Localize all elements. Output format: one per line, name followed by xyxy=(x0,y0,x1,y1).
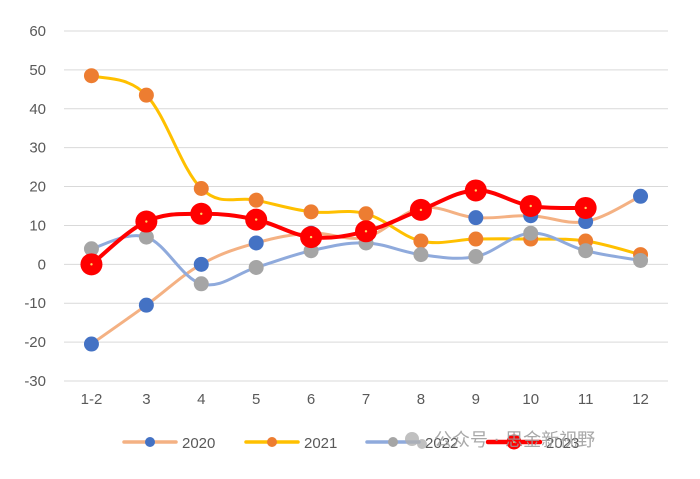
data-point-2020 xyxy=(138,297,154,313)
series-line-2021 xyxy=(89,74,643,257)
data-point-center xyxy=(90,263,93,266)
data-point-2022 xyxy=(468,249,484,265)
x-axis-ticks: 1-2 3 4 5 6 7 8 9 10 11 12 xyxy=(81,391,649,408)
x-tick-label: 7 xyxy=(362,391,370,408)
y-tick-label: 20 xyxy=(29,179,46,196)
data-point-center xyxy=(474,189,478,192)
data-point-2021 xyxy=(83,68,99,84)
data-point-2020 xyxy=(83,336,99,352)
x-tick-label: 9 xyxy=(472,391,480,408)
y-tick-label: 30 xyxy=(29,140,46,157)
watermark: 公众号 · 思金新视野 xyxy=(405,430,595,451)
data-point-2022 xyxy=(578,243,594,259)
data-point-2021 xyxy=(248,192,264,208)
legend-item-2021: 2021 xyxy=(244,435,337,452)
data-point-center xyxy=(200,212,203,215)
series-lines xyxy=(80,68,649,352)
data-point-2021 xyxy=(138,87,154,103)
series-2022 xyxy=(83,225,649,292)
data-point-2022 xyxy=(83,241,99,257)
y-tick-label: 60 xyxy=(29,23,46,40)
data-point-2021 xyxy=(413,233,429,249)
legend-marker xyxy=(267,437,277,447)
wechat-icon-small xyxy=(417,439,427,449)
data-point-2021 xyxy=(193,181,209,196)
series-line-2023 xyxy=(89,188,588,267)
x-tick-label: 6 xyxy=(307,391,315,408)
x-tick-label: 4 xyxy=(197,391,205,408)
x-tick-label: 1-2 xyxy=(81,391,103,408)
wechat-icon xyxy=(405,432,419,446)
data-point-2020 xyxy=(193,256,209,272)
data-point-2020 xyxy=(248,235,264,251)
data-point-center xyxy=(145,220,148,223)
data-point-2022 xyxy=(413,247,429,263)
y-tick-label: 40 xyxy=(29,101,46,118)
x-tick-label: 3 xyxy=(142,391,150,408)
data-point-center xyxy=(364,230,368,233)
x-tick-label: 11 xyxy=(578,391,594,408)
legend-marker xyxy=(145,437,155,447)
data-point-2022 xyxy=(138,229,154,245)
data-point-center xyxy=(419,208,423,212)
y-tick-label: 10 xyxy=(29,217,46,234)
legend-item-2020: 2020 xyxy=(122,435,215,452)
y-tick-label: 50 xyxy=(29,62,46,79)
series-2023 xyxy=(80,179,597,276)
x-tick-label: 10 xyxy=(522,391,539,408)
legend-label: 2020 xyxy=(182,435,215,452)
data-point-2021 xyxy=(468,231,484,247)
legend-label: 2023 xyxy=(546,435,579,452)
data-point-center xyxy=(309,235,313,239)
y-tick-label: -20 xyxy=(24,334,46,351)
x-tick-label: 8 xyxy=(417,391,425,408)
legend-marker xyxy=(388,437,398,447)
data-point-2022 xyxy=(193,276,209,292)
legend: 2020 2021 2022 2023 xyxy=(122,434,579,452)
x-tick-label: 5 xyxy=(252,391,260,408)
legend-label: 2021 xyxy=(304,435,337,452)
legend-item-2023: 2023 xyxy=(485,434,579,452)
y-tick-label: -30 xyxy=(24,373,46,390)
legend-marker-center xyxy=(513,441,515,443)
y-axis-ticks: -30 -20 -10 0 10 20 30 40 50 60 xyxy=(24,23,46,390)
data-point-2021 xyxy=(303,204,319,220)
data-point-2022 xyxy=(523,225,539,241)
data-point-center xyxy=(584,206,587,210)
watermark-text: 公众号 · 思金新视野 xyxy=(434,430,595,451)
data-point-2022 xyxy=(633,252,649,268)
y-tick-label: -10 xyxy=(24,295,46,312)
data-point-center xyxy=(529,204,532,208)
legend-label: 2022 xyxy=(425,435,458,452)
data-point-2022 xyxy=(248,259,264,275)
data-point-2020 xyxy=(633,188,649,204)
data-point-2020 xyxy=(468,210,484,226)
data-point-center xyxy=(254,218,258,221)
y-tick-label: 0 xyxy=(38,256,46,273)
x-tick-label: 12 xyxy=(632,391,649,408)
data-point-2021 xyxy=(358,206,374,222)
